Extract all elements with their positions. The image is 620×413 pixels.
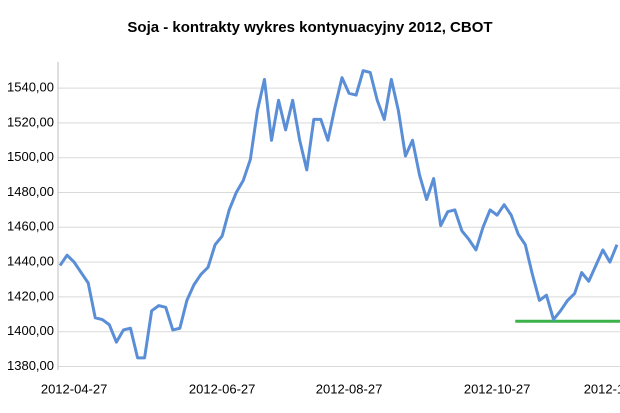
x-tick-label: 2012-10-27 (464, 381, 531, 396)
y-tick-label: 1420,00 (7, 288, 54, 303)
y-tick-label: 1480,00 (7, 184, 54, 199)
y-tick-label: 1400,00 (7, 323, 54, 338)
x-tick-label: 2012-04-27 (41, 381, 108, 396)
x-tick-label: 2012-06-27 (189, 381, 256, 396)
y-tick-label: 1540,00 (7, 80, 54, 95)
y-tick-label: 1440,00 (7, 254, 54, 269)
price-line (58, 69, 619, 360)
y-tick-label: 1380,00 (7, 358, 54, 373)
x-tick-label: 2012-08-27 (316, 381, 383, 396)
y-tick-label: 1520,00 (7, 114, 54, 129)
x-tick-label: 2012-12-27 (584, 381, 620, 396)
y-tick-label: 1500,00 (7, 149, 54, 164)
chart-title: Soja - kontrakty wykres kontynuacyjny 20… (127, 19, 492, 36)
y-tick-label: 1460,00 (7, 219, 54, 234)
